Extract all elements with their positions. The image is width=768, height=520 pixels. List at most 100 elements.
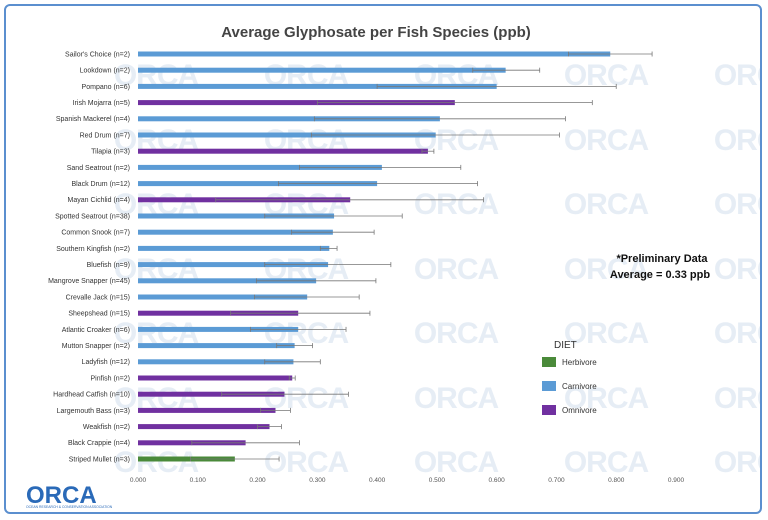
category-label: Crevalle Jack (n=15) <box>66 294 130 301</box>
watermark-text: ORCA <box>564 253 649 286</box>
bar <box>138 278 317 284</box>
category-label: Pompano (n=6) <box>82 84 130 91</box>
bar <box>138 245 330 251</box>
x-tick-label: 0.600 <box>489 477 506 484</box>
watermark-text: ORCA <box>264 446 349 479</box>
legend-label: Herbivore <box>562 358 597 367</box>
bar <box>138 132 436 138</box>
legend-swatch <box>542 381 556 391</box>
bar <box>138 326 299 332</box>
category-label: Sand Seatrout (n=2) <box>67 165 130 172</box>
category-label: Red Drum (n=7) <box>80 132 130 139</box>
category-label: Largemouth Bass (n=3) <box>57 408 130 415</box>
category-label: Mangrove Snapper (n=45) <box>48 278 130 285</box>
watermark-text: ORCA <box>714 59 760 92</box>
bar-group <box>138 51 653 462</box>
category-label: Sheepshead (n=15) <box>68 311 130 318</box>
x-tick-labels: 0.000 0.100 0.200 0.300 0.400 0.500 0.600 0.700… <box>130 477 685 484</box>
bar <box>138 229 333 235</box>
watermark-text: ORCA <box>264 382 349 415</box>
watermark-text: ORCA <box>714 188 760 221</box>
watermark-text: ORCA <box>414 446 499 479</box>
watermark-text: ORCA <box>414 253 499 286</box>
category-label: Mayan Cichlid (n=4) <box>68 197 130 204</box>
watermark-text: ORCA <box>714 446 760 479</box>
chart-frame: ORCAORCAORCAORCAORCAORCAORCAORCAORCAORCA… <box>4 4 762 514</box>
chart-title: Average Glyphosate per Fish Species (ppb… <box>221 24 531 41</box>
category-label: Spotted Seatrout (n=38) <box>55 213 130 220</box>
bar <box>138 116 440 122</box>
bar <box>138 407 276 413</box>
bar <box>138 294 308 300</box>
category-label: Black Crappie (n=4) <box>68 440 130 447</box>
bar <box>138 164 382 170</box>
watermark-text: ORCA <box>414 188 499 221</box>
bar <box>138 359 294 365</box>
category-label: Tilapia (n=3) <box>91 149 130 156</box>
category-label: Atlantic Croaker (n=6) <box>62 327 130 334</box>
legend-title: DIET <box>554 340 577 351</box>
x-tick-label: 0.700 <box>548 477 565 484</box>
category-label: Lookdown (n=2) <box>80 68 130 75</box>
category-label: Ladyfish (n=12) <box>82 359 130 366</box>
category-label: Mutton Snapper (n=2) <box>62 343 130 350</box>
watermark-text: ORCA <box>564 188 649 221</box>
watermark-text: ORCA <box>564 382 649 415</box>
bar <box>138 391 285 397</box>
watermark-text: ORCA <box>564 317 649 350</box>
watermark-text: ORCA <box>564 446 649 479</box>
bar <box>138 343 295 349</box>
bar <box>138 375 293 381</box>
category-label: Pinfish (n=2) <box>91 375 131 382</box>
category-label: Spanish Mackerel (n=4) <box>56 116 130 123</box>
watermark-text: ORCA <box>564 124 649 157</box>
x-tick-label: 0.800 <box>608 477 625 484</box>
orca-logo: ORCA OCEAN RESEARCH & CONSERVATION ASSOC… <box>26 482 113 509</box>
bar <box>138 83 497 89</box>
logo-text: ORCA <box>26 482 97 509</box>
category-label: Common Snook (n=7) <box>61 230 130 237</box>
watermark-text: ORCA <box>114 446 199 479</box>
category-label: Irish Mojarra (n=5) <box>73 100 130 107</box>
annotation-line-1: *Preliminary Data <box>616 253 708 265</box>
x-tick-label: 0.000 <box>130 477 147 484</box>
x-tick-label: 0.200 <box>249 477 266 484</box>
watermark-text: ORCA <box>714 317 760 350</box>
bar-chart: ORCAORCAORCAORCAORCAORCAORCAORCAORCAORCA… <box>26 24 760 509</box>
category-label: Weakfish (n=2) <box>83 424 130 431</box>
bar <box>138 310 299 316</box>
bar <box>138 262 329 268</box>
category-label: Black Drum (n=12) <box>71 181 130 188</box>
category-label: Hardhead Catfish (n=10) <box>53 392 130 399</box>
x-tick-label: 0.100 <box>190 477 207 484</box>
legend-swatch <box>542 357 556 367</box>
annotation-line-2: Average = 0.33 ppb <box>610 269 710 281</box>
x-tick-label: 0.400 <box>369 477 386 484</box>
watermark-text: ORCA <box>714 382 760 415</box>
bar <box>138 213 335 219</box>
watermark-text: ORCA <box>714 124 760 157</box>
bar <box>138 100 455 106</box>
bar <box>138 67 506 73</box>
watermark-text: ORCA <box>414 317 499 350</box>
x-tick-label: 0.900 <box>668 477 685 484</box>
legend-label: Carnivore <box>562 382 597 391</box>
category-label: Southern Kingfish (n=2) <box>56 246 130 253</box>
x-tick-label: 0.500 <box>429 477 446 484</box>
bar <box>138 51 611 57</box>
x-tick-label: 0.300 <box>309 477 326 484</box>
legend-label: Omnivore <box>562 406 597 415</box>
logo-subtitle: OCEAN RESEARCH & CONSERVATION ASSOCIATIO… <box>26 505 113 509</box>
bar <box>138 181 378 187</box>
watermark-layer: ORCA ORCA ORCA ORCA ORCA ORCA ORCA ORCA ORCA ORCA… <box>114 59 760 479</box>
bar <box>138 148 428 154</box>
category-label: Striped Mullet (n=3) <box>69 456 130 463</box>
category-label: Bluefish (n=9) <box>87 262 130 269</box>
watermark-text: ORCA <box>414 382 499 415</box>
watermark-text: ORCA <box>564 59 649 92</box>
legend: DIET Herbivore Carnivore Omnivore <box>542 340 597 415</box>
watermark-text: ORCA <box>714 253 760 286</box>
legend-swatch <box>542 405 556 415</box>
category-labels: Sailor's Choice (n=2) Lookdown (n=2) Pompa… <box>48 51 130 463</box>
category-label: Sailor's Choice (n=2) <box>65 51 130 58</box>
